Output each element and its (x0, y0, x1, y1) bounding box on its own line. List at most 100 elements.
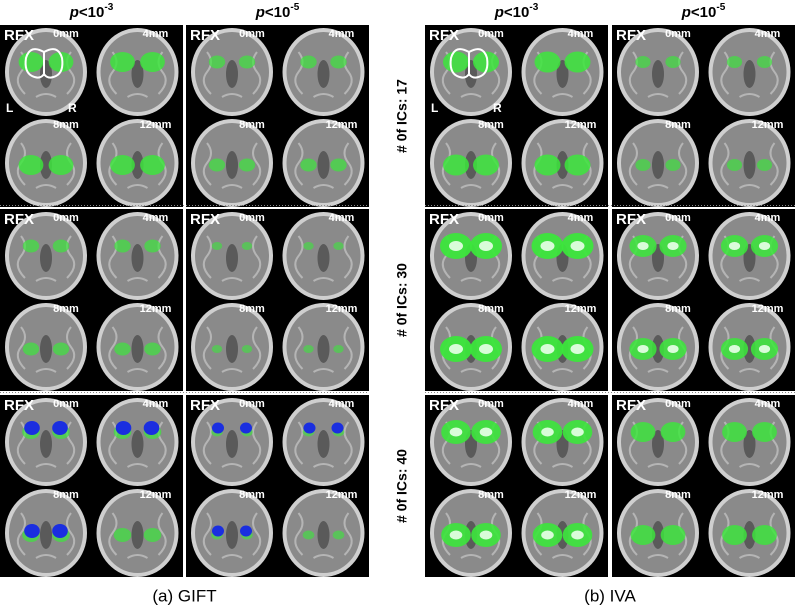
sulci (720, 142, 779, 189)
ventricle (131, 430, 144, 458)
slice-label: 12mm (565, 489, 597, 501)
threshold-header: p<10-3 (494, 2, 539, 21)
activation (208, 55, 226, 69)
slice-label: 8mm (478, 303, 504, 315)
brain-slice (282, 119, 365, 207)
activation (144, 239, 161, 253)
brain-slice (617, 212, 699, 300)
panel-label: RFX (4, 27, 34, 44)
slice-label: 0mm (239, 212, 265, 224)
slice-label: 12mm (752, 303, 784, 315)
slice-label: 4mm (329, 398, 355, 410)
activation (238, 55, 256, 69)
row-label: # 0f ICs: 30 (394, 263, 410, 337)
activation-peak (479, 241, 493, 251)
ventricle (226, 244, 238, 272)
slice-label: 0mm (665, 212, 691, 224)
brain-slice (191, 303, 273, 391)
activation (332, 530, 345, 540)
activation (752, 525, 777, 545)
threshold-header: p<10-5 (255, 2, 300, 21)
brain-slice (521, 303, 604, 391)
activation (473, 51, 499, 73)
brain-slice (708, 489, 791, 577)
activation-peak (571, 427, 584, 437)
ventricle (556, 60, 569, 88)
slice-label: 4mm (568, 28, 594, 40)
activation (534, 154, 561, 176)
caption: (a) GIFT (152, 586, 216, 605)
activation-blue (303, 422, 316, 434)
activation (302, 530, 315, 540)
brain-slice (96, 489, 179, 577)
activation (110, 155, 135, 175)
brain-slice (191, 212, 273, 300)
slice-label: 12mm (752, 489, 784, 501)
activation-blue (212, 422, 224, 434)
activation (330, 55, 347, 69)
activation-peak (449, 427, 463, 437)
row-label: # 0f ICs: 17 (394, 79, 410, 153)
sulci (294, 51, 353, 98)
brain-slice (5, 212, 87, 300)
activation-blue (143, 421, 160, 435)
slice-label: 12mm (140, 119, 172, 131)
activation (534, 51, 561, 73)
brain-slice (96, 398, 179, 486)
activation-peak (540, 241, 555, 251)
brain-slice (282, 489, 365, 577)
ventricle (743, 151, 756, 179)
activation-blue (240, 422, 252, 434)
slice-label: 4mm (755, 398, 781, 410)
slice-label: 8mm (665, 303, 691, 315)
activation (22, 342, 40, 356)
activation (564, 51, 591, 73)
activation-peak (571, 530, 584, 540)
activation-blue (52, 524, 68, 538)
threshold-exp: -3 (104, 2, 113, 13)
slice-label: 4mm (329, 212, 355, 224)
brain-slice (191, 489, 273, 577)
activation (665, 159, 681, 171)
threshold-p: p (681, 4, 691, 21)
ventricle (556, 151, 569, 179)
slice-label: 4mm (143, 398, 169, 410)
roi-outline (24, 48, 64, 79)
brain-slice (430, 303, 512, 391)
ventricle (40, 244, 52, 272)
activation (722, 525, 747, 545)
brain-slice (708, 398, 791, 486)
activation (726, 56, 743, 68)
ventricle (131, 244, 144, 272)
brain-slice (5, 303, 87, 391)
brain-slice (430, 489, 512, 577)
activation (52, 239, 70, 253)
slice-label: 8mm (53, 489, 79, 501)
panel-label: RFX (616, 211, 646, 228)
activation (756, 56, 773, 68)
slice-label: 8mm (53, 303, 79, 315)
brain-slice (617, 303, 699, 391)
activation-peak (667, 242, 679, 250)
brain-slice (617, 28, 699, 116)
activation (333, 345, 344, 353)
slice-label: 12mm (565, 303, 597, 315)
slice-label: 0mm (53, 398, 79, 410)
threshold-base: <10 (504, 4, 529, 21)
sulci (108, 512, 167, 559)
ventricle (743, 335, 756, 363)
activation-peak (540, 344, 555, 354)
activation-peak (541, 530, 554, 540)
activation (665, 56, 681, 68)
hemisphere-label: L (431, 101, 438, 115)
panel-label: RFX (4, 211, 34, 228)
slice-label: 8mm (478, 119, 504, 131)
slice-label: 4mm (755, 28, 781, 40)
slice-label: 0mm (665, 398, 691, 410)
threshold-p: p (255, 4, 265, 21)
activation (52, 342, 70, 356)
slice-label: 0mm (53, 28, 79, 40)
ventricle (743, 430, 756, 458)
slice-label: 12mm (326, 119, 358, 131)
